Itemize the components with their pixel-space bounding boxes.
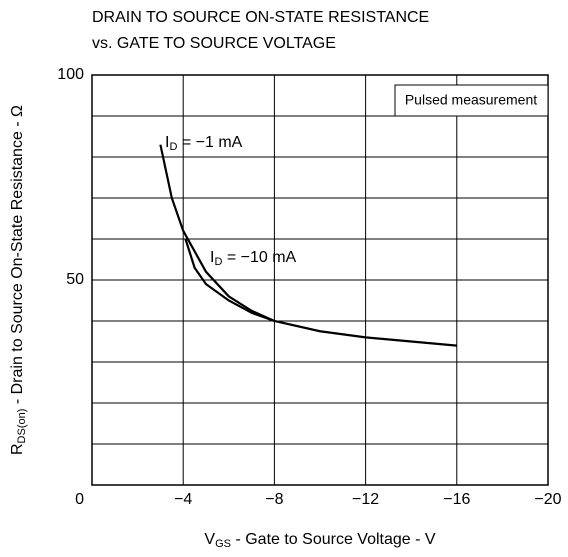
series-label-rest: = −1 mA (177, 134, 242, 151)
note-box (394, 84, 549, 117)
x-tick-label: −12 (352, 491, 379, 508)
curve (184, 238, 275, 323)
x-axis-label-rest: - Gate to Source Voltage - V (231, 531, 436, 548)
plot-frame (91, 74, 549, 486)
y-axis-label: RDS(on) - Drain to Source On-State Resis… (9, 105, 28, 455)
series-label-sub: D (214, 256, 222, 268)
series-label-sub: D (169, 141, 177, 153)
note: Pulsed measurement (405, 92, 537, 108)
series-label-main: I (210, 249, 214, 266)
y-axis-label-rest: - Drain to Source On-State Resistance - … (9, 105, 26, 409)
y-tick-label: 100 (57, 66, 84, 83)
x-tick-label: −20 (534, 491, 561, 508)
x-axis-label-main: V (204, 531, 215, 548)
series-label-main: I (165, 134, 169, 151)
y-tick-label: 50 (66, 271, 84, 288)
curve (159, 144, 457, 347)
x-axis-label-sub: GS (215, 538, 231, 550)
y-tick-label: 0 (75, 491, 84, 508)
series-label-rest: = −10 mA (222, 249, 296, 266)
series-label: ID = −1 mA (165, 134, 243, 153)
x-tick-label: −16 (443, 491, 470, 508)
chart-title: DRAIN TO SOURCE ON-STATE RESISTANCE (92, 9, 429, 26)
series-label: ID = −10 mA (210, 249, 297, 268)
x-axis-label: VGS - Gate to Source Voltage - V (204, 531, 435, 550)
x-tick-label: −8 (265, 491, 283, 508)
y-axis-label-main: R (9, 443, 26, 455)
chart-title: vs. GATE TO SOURCE VOLTAGE (92, 35, 336, 52)
y-axis-label-sub: DS(on) (16, 409, 28, 444)
x-tick-label: −4 (174, 491, 192, 508)
